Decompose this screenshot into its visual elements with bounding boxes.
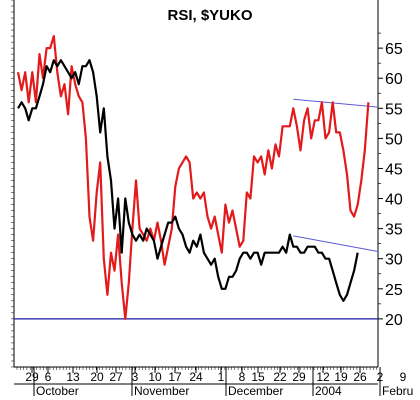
x-tick-label: 24: [189, 370, 203, 384]
x-tick-label: 29: [25, 370, 39, 384]
x-tick-label: 15: [251, 370, 265, 384]
month-label: December: [228, 384, 283, 398]
x-tick-label: 9: [400, 370, 407, 384]
red-series-line: [16, 34, 370, 320]
trendline: [293, 98, 379, 108]
x-tick-label: 12: [316, 370, 330, 384]
x-tick-label: 10: [148, 370, 162, 384]
x-tick-label: 6: [45, 370, 52, 384]
right-tick-label: 65: [385, 41, 403, 58]
right-tick-label: 45: [385, 161, 403, 178]
right-tick-label: 40: [385, 192, 403, 209]
x-tick-label: 22: [273, 370, 287, 384]
x-tick-label: 29: [292, 370, 306, 384]
x-tick-label: 27: [109, 370, 123, 384]
right-tick-label: 25: [385, 282, 403, 299]
series-lines: [16, 34, 370, 320]
right-tick-label: 55: [385, 101, 403, 118]
x-tick-label: 17: [168, 370, 182, 384]
month-label: 2004: [315, 384, 342, 398]
black-series-line: [17, 59, 359, 302]
right-tick-label: 20: [385, 312, 403, 329]
x-tick-label: 3: [132, 370, 139, 384]
month-label: Febru: [382, 384, 413, 398]
right-tick-label: 50: [385, 131, 403, 148]
x-tick-label: 8: [239, 370, 246, 384]
x-axis-ticks: 29613202731017241815222912192629: [16, 367, 407, 384]
right-tick-label: 30: [385, 252, 403, 269]
month-label: November: [134, 384, 189, 398]
right-tick-label: 60: [385, 71, 403, 88]
x-tick-label: 19: [334, 370, 348, 384]
right-tick-label: 35: [385, 222, 403, 239]
chart-title: RSI, $YUKO: [167, 7, 252, 24]
x-tick-label: 13: [66, 370, 80, 384]
trendline: [293, 235, 379, 252]
x-tick-label: 20: [90, 370, 104, 384]
month-label: October: [36, 384, 79, 398]
right-axis-ticks: 20 25 30 35 40 45 50 55 60 65: [378, 32, 403, 329]
trendlines: [293, 98, 379, 252]
x-tick-label: 1: [218, 370, 225, 384]
x-axis-month-labels: October November December 2004 Febru: [33, 367, 413, 398]
x-tick-label: 26: [353, 370, 367, 384]
